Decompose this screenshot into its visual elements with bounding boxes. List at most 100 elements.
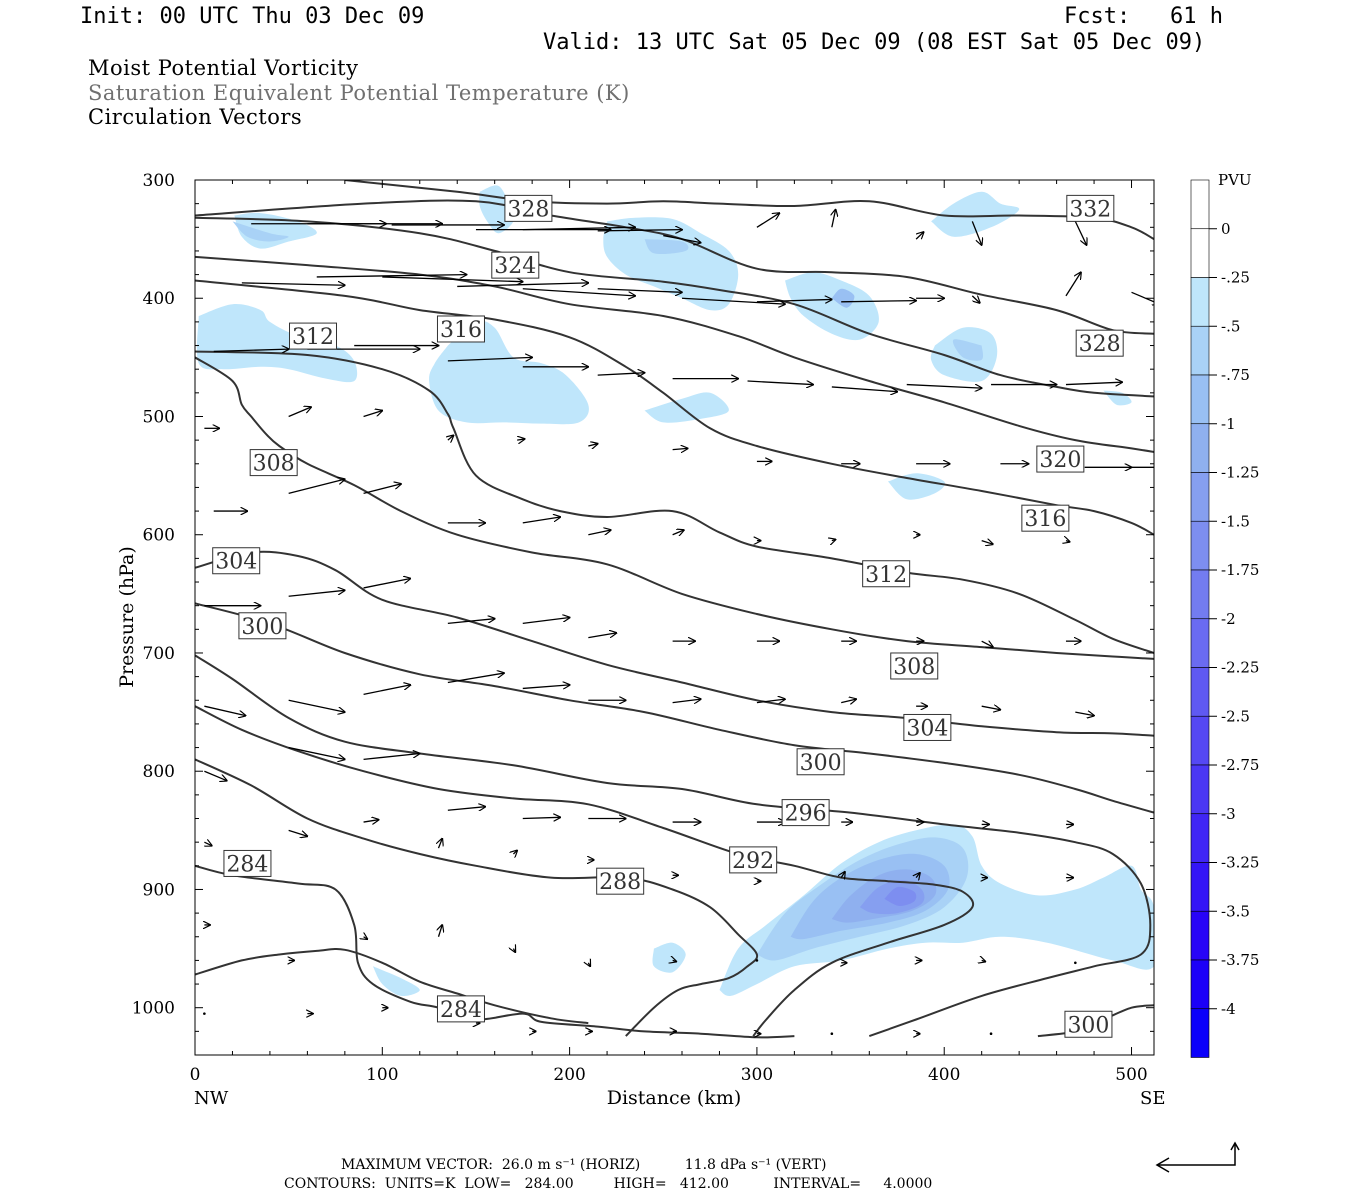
circulation-vector xyxy=(681,297,785,304)
contour-label-box xyxy=(596,867,645,895)
y-tick-label: 600 xyxy=(143,526,175,546)
colorbar-label: -.5 xyxy=(1221,317,1240,335)
circulation-vector xyxy=(448,435,454,440)
mpv-region xyxy=(888,473,946,500)
circulation-vector xyxy=(672,448,688,449)
circulation-vector xyxy=(1075,712,1094,716)
circulation-vector xyxy=(204,705,245,715)
x-axis-label: Distance (km) xyxy=(607,1087,742,1109)
circulation-vector xyxy=(981,541,993,545)
colorbar-label: -.25 xyxy=(1221,269,1250,287)
circulation-vector xyxy=(588,633,616,639)
contour-label: 328 xyxy=(1079,332,1121,357)
vector-dot xyxy=(830,1032,834,1036)
init-time: Init: 00 UTC Thu 03 Dec 09 xyxy=(80,4,425,29)
contour-label: 304 xyxy=(215,550,257,575)
mpv-region xyxy=(1103,390,1132,406)
theta-es-contour xyxy=(195,705,975,1037)
contour-label-box xyxy=(289,322,338,350)
vector-dot xyxy=(1074,961,1077,965)
circulation-vector xyxy=(288,829,308,836)
circulation-vector xyxy=(1131,291,1154,304)
mpv-region xyxy=(831,288,855,308)
contour-label-box xyxy=(729,846,778,874)
colorbar-label: -3.5 xyxy=(1221,902,1250,920)
circulation-vector xyxy=(316,275,467,277)
circulation-vector xyxy=(841,699,856,703)
colorbar-label: -1 xyxy=(1221,415,1236,433)
contour-label-box xyxy=(504,194,553,222)
contour-label: 312 xyxy=(865,563,907,588)
contour-label: 324 xyxy=(494,254,536,279)
colorbar-segment xyxy=(1190,374,1210,425)
colorbar-label: -2.25 xyxy=(1221,659,1259,677)
contour-label: 308 xyxy=(893,655,935,680)
contour-label-box xyxy=(436,995,485,1023)
circulation-vector xyxy=(747,381,814,385)
theta-es-contour xyxy=(195,654,1152,1038)
mpv-region xyxy=(884,886,917,907)
colorbar-label: -3.25 xyxy=(1221,854,1259,872)
circulation-vector xyxy=(831,386,898,392)
y-tick-label: 300 xyxy=(143,171,175,191)
circulation-vector xyxy=(513,850,517,854)
circulation-vector xyxy=(597,230,682,231)
contour-label: 300 xyxy=(1067,1013,1109,1038)
theta-es-contour xyxy=(195,356,1154,660)
title-mpv: Moist Potential Vorticity xyxy=(88,56,359,80)
y-axis-label: Pressure (hPa) xyxy=(116,546,138,688)
circulation-vector xyxy=(916,873,920,878)
title-vectors: Circulation Vectors xyxy=(88,105,303,129)
mpv-region xyxy=(652,942,686,973)
colorbar-label: -1.5 xyxy=(1221,512,1250,530)
colorbar-label: -1.25 xyxy=(1221,464,1259,482)
circulation-vector xyxy=(597,373,645,375)
colorbar-label: 0 xyxy=(1221,220,1231,238)
contour-label: 284 xyxy=(440,998,482,1023)
pvu-colorbar: 0 -.25 -.5 -.75 -1 -1.25 -1.5 -1.75 -2 -2.25 -2.5 -… xyxy=(1190,179,1259,1058)
circulation-vector xyxy=(663,234,700,243)
vector-dot xyxy=(203,1012,206,1015)
contour-label-box xyxy=(436,315,485,343)
contour-label-box xyxy=(223,849,272,877)
contour-label-box xyxy=(238,612,287,640)
x-tick-label: 400 xyxy=(928,1065,960,1085)
contour-label-box xyxy=(212,547,261,575)
circulation-vector xyxy=(588,444,597,446)
y-tick-label: 700 xyxy=(143,644,175,664)
colorbar-label: -2.75 xyxy=(1221,756,1259,774)
circulation-vector xyxy=(756,699,785,703)
circulation-vector xyxy=(971,221,981,245)
colorbar-segment xyxy=(1190,325,1210,376)
circulation-vector xyxy=(915,232,923,239)
contour-label: 292 xyxy=(732,849,774,874)
colorbar-segment xyxy=(1190,179,1210,230)
circulation-vector xyxy=(288,699,345,712)
contour-label: 320 xyxy=(1039,448,1081,473)
circulation-vector xyxy=(971,296,979,303)
contour-label-box xyxy=(249,449,298,477)
circulation-vector xyxy=(447,807,485,811)
circulation-vector xyxy=(522,227,635,229)
y-tick-label: 900 xyxy=(143,880,175,900)
x-tick-label: 100 xyxy=(366,1065,398,1085)
circulation-vector xyxy=(1065,272,1081,297)
mpv-region xyxy=(952,339,984,361)
circulation-vector xyxy=(1066,541,1070,542)
circulation-vector xyxy=(364,937,368,939)
circulation-vector xyxy=(241,283,345,285)
contour-label: 300 xyxy=(241,615,283,640)
contour-label: 300 xyxy=(800,751,842,776)
circulation-vector xyxy=(597,288,682,293)
contour-label: 308 xyxy=(253,452,295,477)
contour-label: 288 xyxy=(599,870,641,895)
circulation-vector xyxy=(756,299,832,301)
circulation-vector xyxy=(447,357,532,362)
plot-frame xyxy=(194,179,1155,1056)
circulation-vector xyxy=(382,276,522,282)
circulation-vector xyxy=(672,530,684,535)
contour-label: 316 xyxy=(1024,507,1066,532)
circulation-vector xyxy=(982,960,986,961)
mpv-region xyxy=(234,212,317,249)
contour-label-box xyxy=(796,748,845,776)
